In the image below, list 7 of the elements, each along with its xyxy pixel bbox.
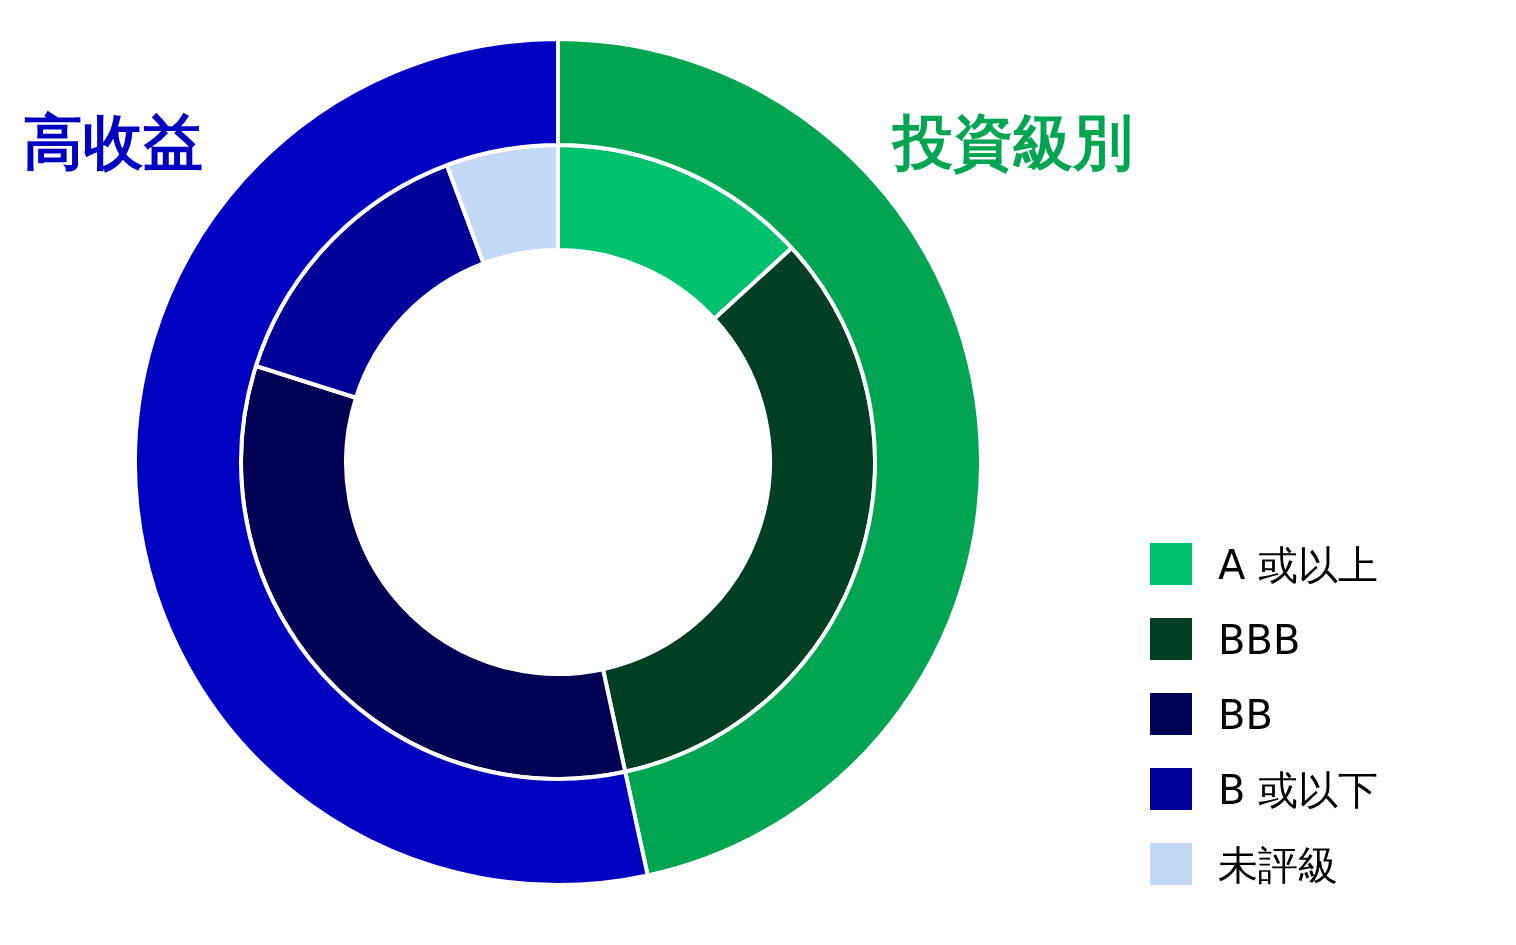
legend-label: B 或以下 — [1218, 767, 1379, 813]
legend-label: 未評級 — [1218, 842, 1338, 888]
legend-label: BB — [1218, 692, 1273, 738]
slice-label: 高收益 — [23, 107, 203, 177]
legend-label: A 或以上 — [1218, 542, 1379, 588]
legend-label: BBB — [1218, 617, 1301, 663]
slice-label: 投資級別 — [891, 107, 1133, 177]
